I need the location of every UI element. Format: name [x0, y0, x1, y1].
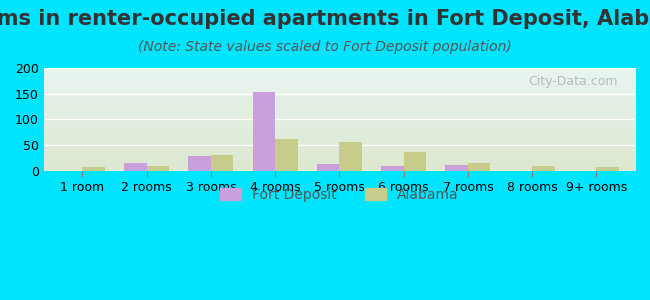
Text: City-Data.com: City-Data.com: [528, 75, 618, 88]
Text: (Note: State values scaled to Fort Deposit population): (Note: State values scaled to Fort Depos…: [138, 40, 512, 55]
Bar: [339, 142, 362, 171]
Bar: [445, 165, 468, 171]
Bar: [404, 152, 426, 171]
Bar: [211, 155, 233, 171]
Bar: [381, 166, 404, 171]
Bar: [275, 139, 298, 171]
Bar: [532, 166, 554, 171]
Bar: [83, 167, 105, 171]
Bar: [317, 164, 339, 171]
Bar: [124, 163, 146, 171]
Text: Rooms in renter-occupied apartments in Fort Deposit, Alabama: Rooms in renter-occupied apartments in F…: [0, 9, 650, 29]
Legend: Fort Deposit, Alabama: Fort Deposit, Alabama: [214, 182, 464, 207]
Bar: [468, 163, 490, 171]
Bar: [188, 156, 211, 171]
Bar: [146, 166, 169, 171]
Bar: [597, 167, 619, 171]
Bar: [253, 92, 275, 171]
